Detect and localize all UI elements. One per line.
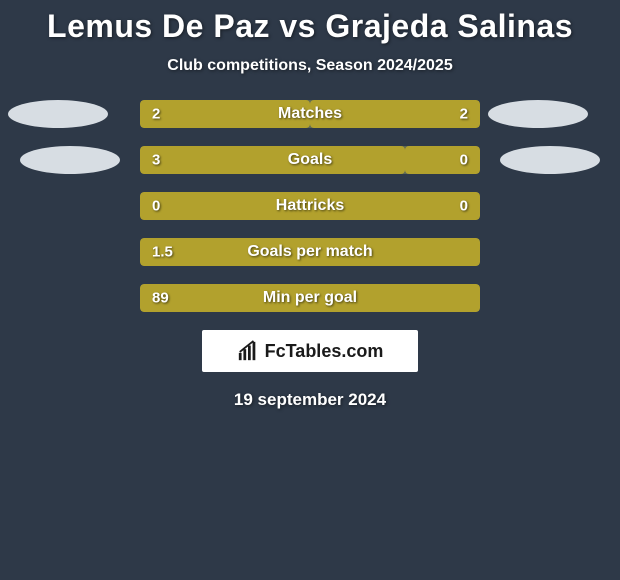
stat-value-right: 0	[460, 152, 468, 169]
infographic-date: 19 september 2024	[0, 390, 620, 410]
stat-label: Matches	[278, 105, 342, 123]
stat-label: Min per goal	[263, 289, 357, 307]
player-marker-left	[8, 100, 108, 128]
bar-left-fill	[140, 146, 405, 174]
stat-value-right: 0	[460, 198, 468, 215]
stat-bar: 2 2 Matches	[140, 100, 480, 128]
fctables-logo[interactable]: FcTables.com	[202, 330, 418, 372]
stat-value-right: 2	[460, 106, 468, 123]
stat-label: Hattricks	[276, 197, 344, 215]
bar-chart-icon	[237, 340, 259, 362]
stat-value-left: 1.5	[152, 244, 173, 261]
player-marker-right	[500, 146, 600, 174]
stat-row: 89 Min per goal	[0, 284, 620, 312]
page-title: Lemus De Paz vs Grajeda Salinas	[0, 0, 620, 45]
stat-value-left: 3	[152, 152, 160, 169]
stat-bar: 89 Min per goal	[140, 284, 480, 312]
logo-text: FcTables.com	[265, 341, 384, 362]
player-marker-right	[488, 100, 588, 128]
stat-label: Goals per match	[247, 243, 372, 261]
stat-row: 3 0 Goals	[0, 146, 620, 174]
stat-value-left: 89	[152, 290, 169, 307]
stat-value-left: 0	[152, 198, 160, 215]
stat-row: 2 2 Matches	[0, 100, 620, 128]
stat-bar: 0 0 Hattricks	[140, 192, 480, 220]
stat-label: Goals	[288, 151, 332, 169]
bar-right-fill	[405, 146, 480, 174]
player-marker-left	[20, 146, 120, 174]
stat-row: 0 0 Hattricks	[0, 192, 620, 220]
stat-row: 1.5 Goals per match	[0, 238, 620, 266]
subtitle: Club competitions, Season 2024/2025	[0, 57, 620, 75]
stat-value-left: 2	[152, 106, 160, 123]
stat-bar: 3 0 Goals	[140, 146, 480, 174]
stat-bar: 1.5 Goals per match	[140, 238, 480, 266]
comparison-infographic: Lemus De Paz vs Grajeda Salinas Club com…	[0, 0, 620, 580]
stats-area: 2 2 Matches 3 0 Goals 0 0 Hattricks 1.5 Goals per …	[0, 100, 620, 410]
